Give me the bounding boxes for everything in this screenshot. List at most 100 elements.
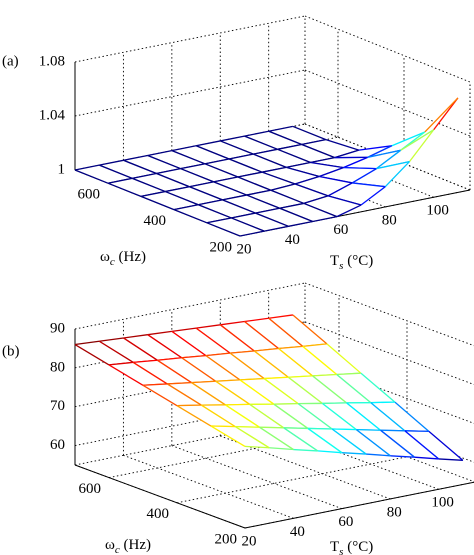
mesh-edge xyxy=(287,376,323,404)
mesh-face xyxy=(75,341,134,365)
z-tick-label: 1 xyxy=(58,161,66,177)
panel-label: (a) xyxy=(2,53,19,69)
mesh-face xyxy=(171,328,231,356)
mesh-edge xyxy=(142,383,168,386)
mesh-edge xyxy=(346,402,381,431)
x-tick-label: 100 xyxy=(431,495,454,511)
mesh-edge xyxy=(189,186,223,201)
mesh-edge xyxy=(133,359,158,364)
mesh-face xyxy=(99,337,158,363)
mesh-edge xyxy=(171,145,197,152)
mesh-face xyxy=(181,355,240,382)
mesh-edge xyxy=(343,156,368,169)
mesh-edge xyxy=(253,153,287,168)
mesh-edge xyxy=(321,402,357,431)
grid-line xyxy=(74,282,306,330)
mesh-face xyxy=(220,321,279,352)
mesh-edge xyxy=(255,207,280,214)
mesh-edge xyxy=(239,379,275,405)
mesh-edge xyxy=(264,225,289,232)
mesh-edge xyxy=(307,427,343,454)
y-tick-label: 400 xyxy=(147,506,170,522)
mesh-edge xyxy=(367,149,401,158)
mesh-edge xyxy=(286,161,311,168)
mesh-face xyxy=(322,402,381,431)
mesh-edge xyxy=(312,215,337,223)
mesh-edge xyxy=(438,458,463,461)
mesh-edge xyxy=(277,143,302,150)
mesh-face xyxy=(230,351,289,379)
mesh-edge xyxy=(191,382,226,406)
mesh-face xyxy=(205,353,265,380)
mesh-face xyxy=(244,318,303,349)
mesh-edge xyxy=(278,347,313,377)
mesh-face xyxy=(123,155,181,174)
mesh-edge xyxy=(142,384,178,407)
mesh-face xyxy=(207,217,265,236)
y-tick-label: 600 xyxy=(79,481,102,497)
mesh-edge xyxy=(181,355,206,359)
x-tick-label: 80 xyxy=(387,504,402,520)
mesh-face xyxy=(277,144,335,163)
y-axis-label-subscript: c xyxy=(110,256,115,268)
mesh-edge xyxy=(303,195,329,205)
mesh-edge xyxy=(327,195,362,206)
mesh-edge xyxy=(288,375,313,378)
mesh-edge xyxy=(310,161,344,169)
mesh-edge xyxy=(244,130,269,137)
mesh-edge xyxy=(171,327,197,333)
mesh-face xyxy=(201,404,260,428)
mesh-edge xyxy=(195,145,230,160)
x-axis-label: Ts (°C) xyxy=(330,253,373,271)
mesh-edge xyxy=(355,429,391,457)
mesh-edge xyxy=(74,164,100,171)
mesh-edge xyxy=(268,130,302,146)
mesh-face xyxy=(189,181,247,200)
mesh-edge xyxy=(210,425,236,428)
mesh-face xyxy=(222,195,280,214)
mesh-edge xyxy=(147,154,181,170)
mesh-edge xyxy=(246,194,280,209)
mesh-edge xyxy=(225,403,250,406)
mesh-edge xyxy=(132,172,157,179)
mesh-edge xyxy=(220,135,245,142)
mesh-edge xyxy=(131,177,166,193)
mesh-edge xyxy=(268,125,294,132)
z-tick-label: 80 xyxy=(50,359,65,375)
mesh-edge xyxy=(253,350,289,378)
mesh-edge xyxy=(173,204,199,211)
mesh-edge xyxy=(376,149,402,170)
mesh-edge xyxy=(310,157,335,164)
axis-line xyxy=(74,464,246,529)
mesh-face xyxy=(133,360,192,384)
x-axis-label-subscript: s xyxy=(339,546,343,555)
mesh-face xyxy=(268,126,326,145)
mesh-face xyxy=(235,426,294,450)
mesh-edge xyxy=(176,405,212,427)
mesh-face xyxy=(270,184,329,204)
mesh-edge xyxy=(164,190,199,206)
mesh-edge xyxy=(424,97,459,133)
y-tick-label: 200 xyxy=(215,531,238,547)
mesh-edge xyxy=(433,97,459,131)
y-axis-label-unit: (Hz) xyxy=(119,249,146,265)
mesh-face xyxy=(143,383,202,406)
grid-line xyxy=(74,15,306,63)
mesh-edge xyxy=(210,425,246,447)
mesh-edge xyxy=(277,148,311,164)
mesh-face xyxy=(356,429,415,458)
mesh-edge xyxy=(220,320,245,326)
mesh-face xyxy=(180,163,238,182)
mesh-edge xyxy=(303,202,338,218)
mesh-edge xyxy=(123,337,158,361)
mesh-edge xyxy=(391,131,426,147)
mesh-edge xyxy=(428,430,464,461)
mesh-face xyxy=(273,403,333,430)
mesh-edge xyxy=(302,345,338,376)
mesh-edge xyxy=(123,154,148,161)
mesh-edge xyxy=(356,428,381,431)
axis-line xyxy=(244,481,474,529)
mesh-edge xyxy=(336,204,362,218)
mesh-edge xyxy=(293,448,318,452)
